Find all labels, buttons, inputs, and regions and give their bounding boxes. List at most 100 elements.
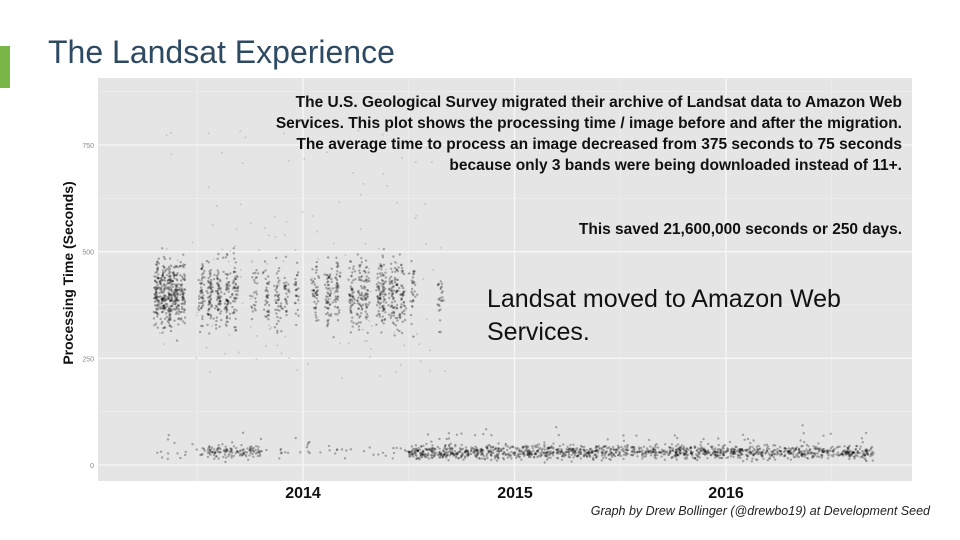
data-point [788,449,791,453]
data-point [381,254,384,257]
data-point [557,447,560,451]
data-point [154,271,157,274]
data-point [680,444,684,447]
data-point [201,276,204,279]
data-point [795,453,798,456]
data-point [751,457,754,460]
data-point [394,324,398,327]
data-point [870,445,874,449]
data-point [220,318,223,322]
data-point [448,445,451,448]
data-point [859,445,862,448]
data-point [199,282,203,286]
data-point [349,293,352,297]
data-point [382,307,385,310]
data-point [354,278,357,281]
data-point [677,454,680,457]
data-point [180,284,183,287]
data-point [369,290,372,293]
data-point [745,449,748,452]
data-point [713,447,717,450]
data-point [324,305,327,309]
data-point [209,297,213,300]
data-point [698,456,701,459]
data-point [856,449,860,453]
data-point [366,295,369,298]
data-point [382,300,385,303]
data-point [424,203,427,205]
data-point [316,289,319,292]
data-point [602,449,606,452]
data-point [362,269,365,273]
data-point [226,288,229,291]
data-point [159,282,162,286]
data-point [672,455,675,458]
data-point [209,272,212,275]
data-point [578,448,582,451]
data-point [410,279,413,282]
data-point [227,300,230,303]
data-point [296,308,299,312]
data-point [764,452,767,455]
data-point [871,453,874,457]
data-point [276,315,279,319]
data-point [433,454,437,457]
data-point [181,289,184,292]
data-point [754,452,757,455]
data-point [652,448,655,451]
data-point [679,450,682,454]
data-point [336,281,339,285]
data-point [691,451,694,454]
data-point [448,454,451,457]
data-point [540,448,543,452]
data-point [511,445,515,449]
data-point [363,287,366,290]
data-point [354,322,357,325]
data-point [411,281,414,284]
data-point [625,454,628,457]
data-point [347,278,350,281]
data-point [171,304,174,308]
data-point [439,452,442,456]
data-point [460,454,463,457]
data-point [570,460,573,463]
data-point [332,242,335,245]
data-point [389,275,393,278]
data-point [336,263,339,267]
data-point [219,303,222,306]
data-point [414,283,417,286]
data-point [400,284,403,287]
data-point [227,301,230,304]
data-point [747,448,750,451]
data-point [413,448,416,451]
data-point [839,453,843,456]
data-point [440,451,443,455]
data-point [362,295,366,298]
data-point [835,446,838,449]
data-point [217,309,220,312]
data-point [229,302,232,305]
data-point [678,448,681,452]
data-point [158,287,161,290]
data-point [427,447,431,450]
data-point [801,453,804,456]
data-point [384,276,387,279]
data-point [182,308,186,311]
data-point [348,293,351,296]
data-point [307,450,310,453]
data-point [265,301,268,305]
data-point [208,282,212,285]
data-point [175,305,178,308]
data-point [557,451,560,454]
data-point [616,448,619,452]
data-point [155,299,158,302]
data-point [729,448,733,451]
data-point [563,455,566,458]
data-point [209,448,213,451]
data-point [228,312,232,315]
data-point [332,336,335,339]
data-point [622,453,626,457]
data-point [689,445,693,449]
data-point [368,268,371,270]
data-point [170,153,173,156]
